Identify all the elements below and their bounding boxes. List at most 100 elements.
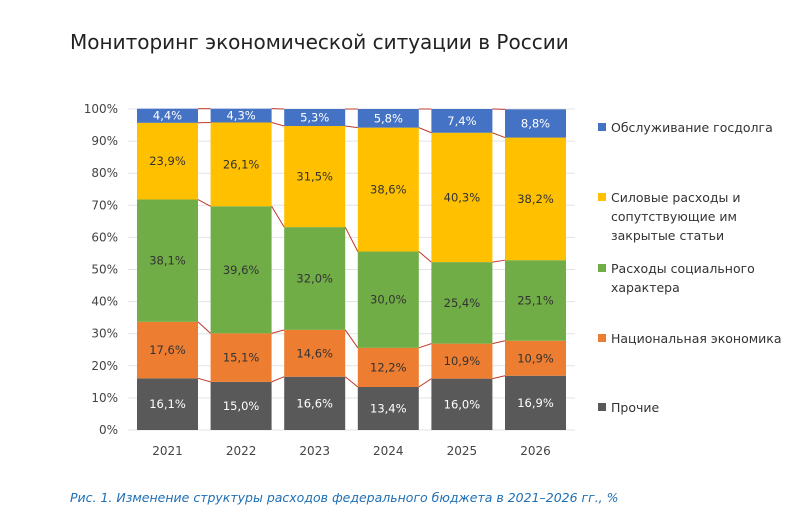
connector-line xyxy=(492,132,506,139)
legend-swatch xyxy=(598,334,606,342)
connector-line xyxy=(492,340,506,345)
data-label: 16,9% xyxy=(517,396,554,410)
connector-line xyxy=(344,226,359,252)
data-label: 4,4% xyxy=(153,109,182,123)
x-tick-label: 2025 xyxy=(447,444,478,458)
legend-swatch xyxy=(598,403,606,411)
connector-line xyxy=(492,259,506,263)
data-label: 4,3% xyxy=(226,109,255,123)
bar-segment xyxy=(505,260,566,341)
bar-segment xyxy=(137,378,198,430)
x-tick-label: 2024 xyxy=(373,444,404,458)
data-label: 16,1% xyxy=(149,397,186,411)
y-tick-label: 20% xyxy=(91,359,118,373)
data-label: 15,0% xyxy=(223,399,260,413)
data-label: 10,9% xyxy=(517,351,554,365)
data-label: 38,6% xyxy=(370,183,407,197)
data-label: 39,6% xyxy=(223,263,260,277)
bar-segment xyxy=(505,340,566,376)
data-label: 40,3% xyxy=(444,190,481,204)
data-label: 38,2% xyxy=(517,192,554,206)
data-label: 8,8% xyxy=(521,116,550,130)
bar-segment xyxy=(431,132,493,263)
bar-segment xyxy=(357,386,419,430)
y-tick-label: 0% xyxy=(99,423,118,437)
data-label: 5,3% xyxy=(300,111,329,125)
data-label: 5,8% xyxy=(374,111,403,125)
data-label: 25,4% xyxy=(444,296,481,310)
bar-segment xyxy=(284,376,346,430)
data-label: 12,2% xyxy=(370,360,407,374)
data-label: 15,1% xyxy=(223,351,260,365)
bar-segment xyxy=(210,108,272,123)
bar-segment xyxy=(210,122,272,207)
bar-segment xyxy=(431,378,493,430)
y-tick-label: 10% xyxy=(91,391,118,405)
bar-segment xyxy=(505,137,566,261)
bar-segment xyxy=(137,321,198,379)
connector-line xyxy=(344,376,359,388)
data-label: 31,5% xyxy=(296,170,333,184)
y-tick-label: 30% xyxy=(91,327,118,341)
connector-line xyxy=(418,378,432,388)
data-label: 38,1% xyxy=(149,254,186,268)
legend-swatch xyxy=(598,193,606,201)
bar-segment xyxy=(431,343,493,379)
data-label: 25,1% xyxy=(517,293,554,307)
x-tick-label: 2026 xyxy=(520,444,551,458)
connector-line xyxy=(492,375,506,380)
bar-segment xyxy=(357,127,419,252)
data-label: 14,6% xyxy=(296,346,333,360)
y-tick-label: 70% xyxy=(91,198,118,212)
bar-segment xyxy=(284,329,346,377)
connector-line xyxy=(344,329,359,349)
connector-line xyxy=(197,377,211,383)
connector-line xyxy=(418,251,432,263)
bar-segment xyxy=(431,262,493,344)
connector-line xyxy=(271,122,285,127)
connector-line xyxy=(345,125,358,129)
connector-line xyxy=(197,321,211,334)
data-label: 26,1% xyxy=(223,157,260,171)
bar-segment xyxy=(357,251,419,348)
legend-item-other: Прочие xyxy=(598,398,788,417)
connector-line xyxy=(418,127,432,134)
data-label: 23,9% xyxy=(149,154,186,168)
y-tick-label: 40% xyxy=(91,295,118,309)
data-label: 32,0% xyxy=(296,271,333,285)
y-tick-label: 90% xyxy=(91,134,118,148)
legend-item-economy: Национальная экономика xyxy=(598,329,788,348)
data-label: 10,9% xyxy=(444,354,481,368)
legend-item-social: Расходы социального характера xyxy=(598,259,778,297)
connector-line xyxy=(418,343,432,349)
data-label: 7,4% xyxy=(447,114,476,128)
legend-item-security: Силовые расходы и сопутствующие им закры… xyxy=(598,188,773,245)
connector-line xyxy=(197,199,211,207)
bar-segment xyxy=(210,206,272,334)
figure-caption: Рис. 1. Изменение структуры расходов фед… xyxy=(70,490,619,505)
data-label: 30,0% xyxy=(370,293,407,307)
y-tick-label: 100% xyxy=(84,102,118,116)
bar-segment xyxy=(210,381,272,430)
legend-swatch xyxy=(598,123,606,131)
bar-segment xyxy=(357,347,419,387)
x-tick-label: 2021 xyxy=(152,444,183,458)
data-label: 13,4% xyxy=(370,401,407,415)
bar-segment xyxy=(137,199,198,322)
bar-segment xyxy=(137,122,198,200)
bar-segment xyxy=(505,375,566,430)
legend-item-debt: Обслуживание госдолга xyxy=(598,118,788,137)
bar-segment xyxy=(357,109,419,128)
bar-segment xyxy=(284,227,346,330)
bar-segment xyxy=(284,109,346,127)
page-title: Мониторинг экономической ситуации в Росс… xyxy=(70,30,569,54)
legend-swatch xyxy=(598,264,606,272)
bar-segment xyxy=(284,126,346,228)
bar-segment xyxy=(431,109,493,133)
x-tick-label: 2023 xyxy=(299,444,330,458)
x-tick-label: 2022 xyxy=(226,444,257,458)
bar-segment xyxy=(210,333,272,382)
data-label: 16,0% xyxy=(444,397,481,411)
